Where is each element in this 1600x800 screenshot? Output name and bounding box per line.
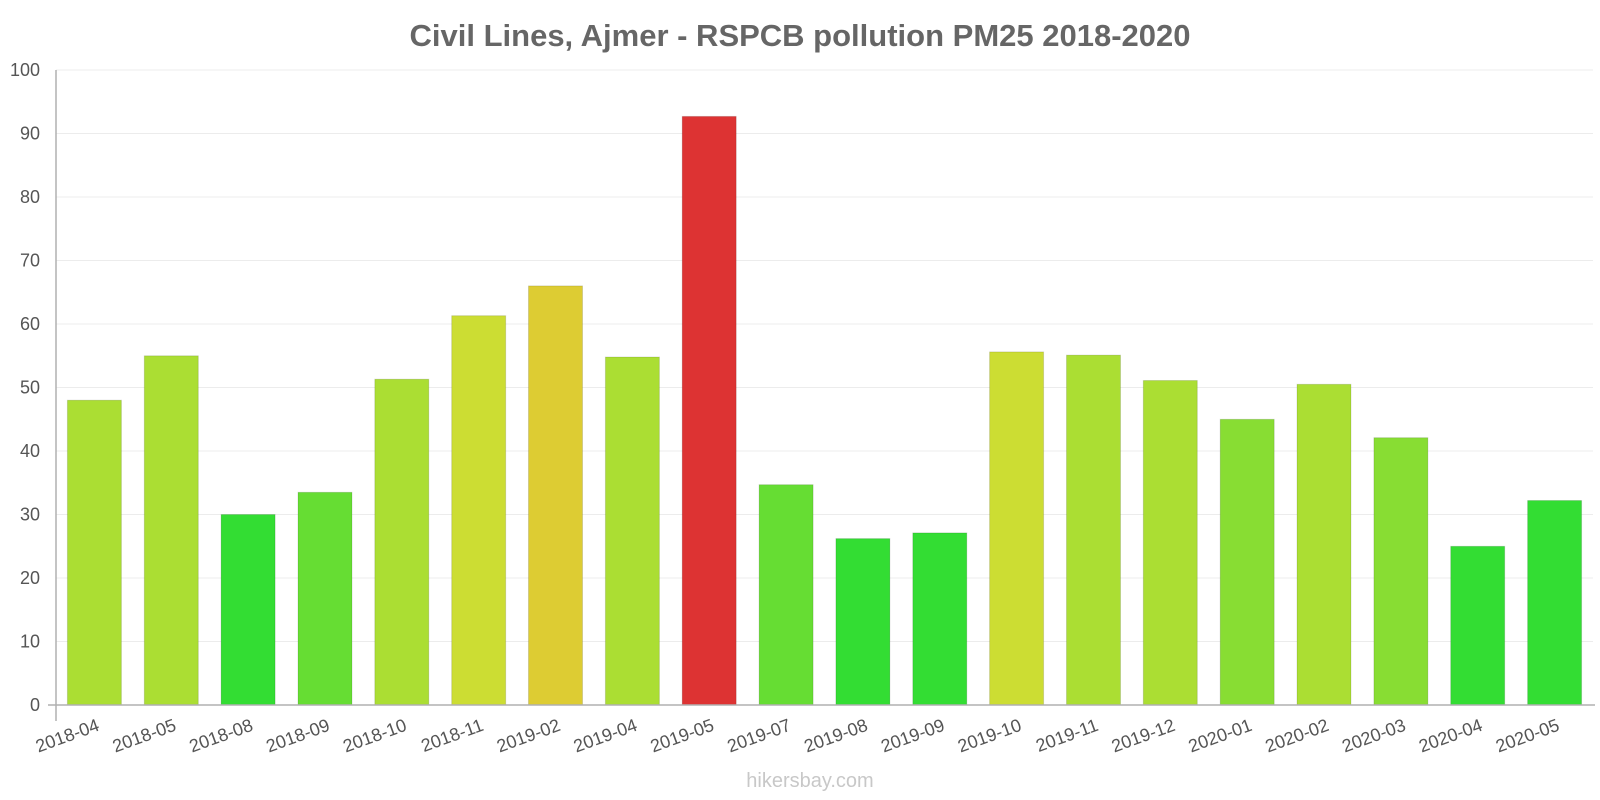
y-tick-label: 90 xyxy=(20,124,40,144)
bar-2018-11[interactable] xyxy=(451,315,507,706)
x-tick-label: 2020-02 xyxy=(1262,715,1331,756)
x-tick-label: 2018-04 xyxy=(33,715,102,756)
bar-2020-02[interactable] xyxy=(1296,383,1352,706)
x-tick-label: 2019-10 xyxy=(955,715,1024,756)
bar-2019-10[interactable] xyxy=(989,351,1045,706)
y-tick-label: 30 xyxy=(20,505,40,525)
bar-2020-03[interactable] xyxy=(1373,437,1429,706)
x-tick-label: 2018-11 xyxy=(418,715,486,756)
bar-2020-04[interactable] xyxy=(1450,545,1506,706)
bar-2019-12[interactable] xyxy=(1142,380,1198,706)
y-tick-label: 60 xyxy=(20,314,40,334)
chart-title: Civil Lines, Ajmer - RSPCB pollution PM2… xyxy=(410,18,1191,53)
x-tick-label: 2019-05 xyxy=(648,715,717,756)
x-tick-label: 2019-11 xyxy=(1033,715,1101,756)
bar-2019-05[interactable] xyxy=(681,115,737,706)
x-tick-label: 2018-10 xyxy=(340,715,409,756)
bar-2020-01[interactable] xyxy=(1219,418,1275,706)
bar-2020-05[interactable] xyxy=(1527,500,1583,706)
y-tick-label: 20 xyxy=(20,568,40,588)
x-tick-label: 2019-07 xyxy=(725,715,794,756)
x-tick-labels: 2018-04 2018-05 2018-08 2018-09 2018-10 2018-… xyxy=(33,715,1562,756)
y-tick-label: 0 xyxy=(30,695,40,715)
y-tick-label: 80 xyxy=(20,187,40,207)
grid-lines xyxy=(56,69,1593,642)
y-tick-label: 100 xyxy=(10,60,40,80)
bar-2018-08[interactable] xyxy=(220,514,276,706)
bar-2019-11[interactable] xyxy=(1066,354,1121,706)
y-tick-label: 50 xyxy=(20,378,40,398)
x-tick-label: 2020-04 xyxy=(1416,715,1485,756)
bar-2019-02[interactable] xyxy=(528,285,583,706)
bars xyxy=(66,115,1583,706)
y-tick-label: 70 xyxy=(20,251,40,271)
x-tick-label: 2018-08 xyxy=(187,715,256,756)
x-tick-label: 2019-02 xyxy=(494,715,563,756)
x-tick-label: 2019-08 xyxy=(801,715,870,756)
bar-2019-07[interactable] xyxy=(758,484,814,706)
x-tick-label: 2019-09 xyxy=(878,715,947,756)
watermark: hikersbay.com xyxy=(746,770,873,792)
x-tick-label: 2020-01 xyxy=(1186,715,1255,756)
x-tick-label: 2018-09 xyxy=(263,715,332,756)
x-tick-label: 2019-04 xyxy=(571,715,640,756)
bar-2018-10[interactable] xyxy=(374,378,430,706)
bar-2018-05[interactable] xyxy=(143,355,199,706)
bar-2019-09[interactable] xyxy=(912,532,968,706)
bar-2018-04[interactable] xyxy=(66,399,122,706)
x-tick-label: 2020-03 xyxy=(1339,715,1408,756)
axes xyxy=(48,70,1595,721)
bar-2018-09[interactable] xyxy=(297,491,353,706)
x-tick-label: 2019-12 xyxy=(1109,715,1178,756)
x-tick-label: 2020-05 xyxy=(1493,715,1562,756)
bar-2019-04[interactable] xyxy=(604,356,660,706)
y-tick-label: 10 xyxy=(20,632,40,652)
bar-2019-08[interactable] xyxy=(835,538,891,706)
x-tick-label: 2018-05 xyxy=(110,715,179,756)
y-tick-label: 40 xyxy=(20,441,40,461)
y-tick-labels: 0 10 20 30 40 50 60 70 80 90 100 xyxy=(10,60,40,715)
